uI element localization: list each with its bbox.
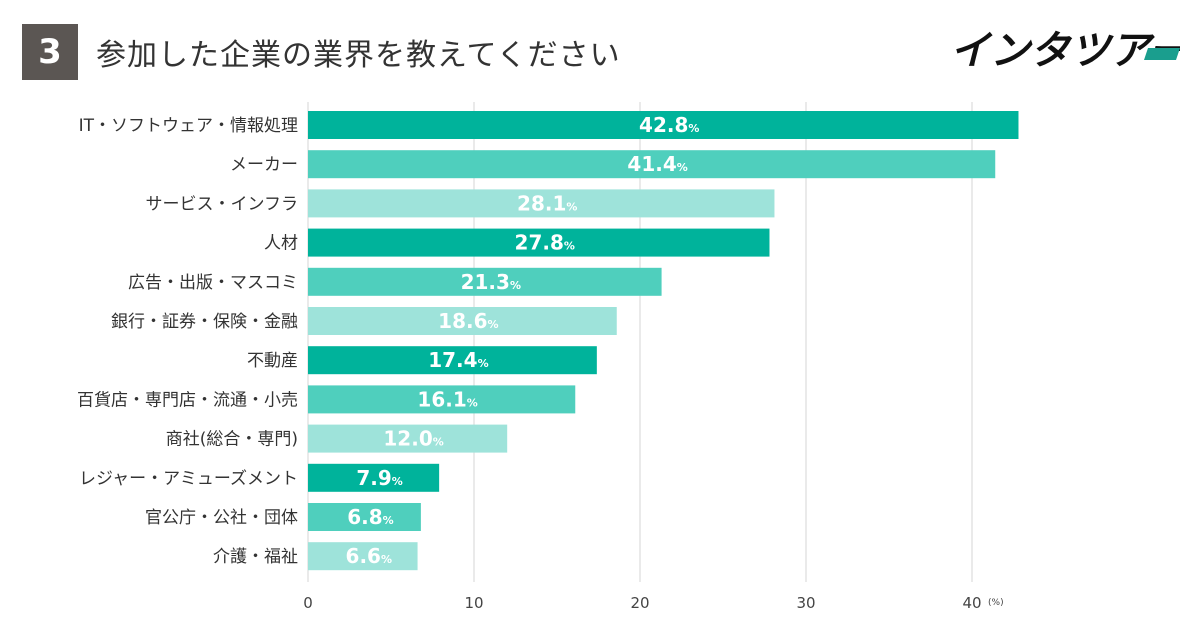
question-number-badge: 3: [22, 24, 78, 80]
value-label: 42.8%: [639, 113, 699, 137]
bar: [308, 228, 770, 257]
value-unit: %: [488, 318, 499, 331]
value-unit: %: [433, 436, 444, 449]
value-number: 6.8: [347, 505, 382, 529]
value-unit: %: [688, 122, 699, 135]
category-label: 百貨店・専門店・流通・小売: [77, 390, 298, 410]
value-label: 28.1%: [517, 191, 577, 215]
value-label: 6.6%: [346, 544, 392, 568]
value-label: 12.0%: [383, 427, 443, 451]
value-number: 42.8: [639, 113, 688, 137]
value-unit: %: [392, 475, 403, 488]
value-number: 12.0: [383, 427, 432, 451]
value-label: 16.1%: [417, 387, 477, 411]
category-label: IT・ソフトウェア・情報処理: [79, 116, 298, 136]
category-label: 商社(総合・専門): [166, 430, 298, 450]
category-label: メーカー: [230, 155, 298, 175]
x-tick-label: 20: [630, 594, 649, 612]
x-tick-label: 10: [464, 594, 483, 612]
bar: [308, 346, 597, 375]
x-tick-label: 30: [796, 594, 815, 612]
intatour-logo: インタツアー: [950, 28, 1180, 70]
value-unit: %: [381, 553, 392, 566]
bar: [308, 307, 617, 335]
category-label: 人材: [264, 234, 298, 254]
x-axis-unit-label: (%): [988, 598, 1004, 608]
value-unit: %: [564, 240, 575, 253]
bar: [308, 267, 662, 296]
value-number: 6.6: [346, 544, 381, 568]
value-unit: %: [478, 357, 489, 370]
category-label: 不動産: [247, 351, 298, 371]
value-unit: %: [467, 396, 478, 409]
bar: [308, 503, 421, 531]
value-number: 21.3: [461, 270, 510, 294]
value-label: 17.4%: [428, 348, 488, 372]
bar: [308, 150, 996, 179]
value-number: 27.8: [515, 231, 564, 255]
value-label: 18.6%: [438, 309, 498, 333]
value-unit: %: [677, 161, 688, 174]
value-number: 17.4: [428, 348, 477, 372]
category-label: 介護・福祉: [213, 547, 298, 567]
value-unit: %: [383, 514, 394, 527]
bar: [308, 189, 775, 218]
bar: [308, 385, 576, 414]
value-number: 28.1: [517, 191, 566, 215]
value-label: 21.3%: [461, 270, 521, 294]
value-number: 18.6: [438, 309, 487, 333]
x-tick-label: 0: [303, 594, 313, 612]
bar: [308, 424, 508, 453]
bar: [308, 111, 1019, 139]
page-title: 参加した企業の業界を教えてください: [96, 38, 621, 73]
bar: [308, 463, 440, 492]
value-number: 41.4: [627, 152, 676, 176]
x-tick-label: 40: [962, 594, 981, 612]
value-label: 6.8%: [347, 505, 393, 529]
category-label: レジャー・アミューズメント: [79, 469, 298, 489]
bar: [308, 542, 418, 571]
logo-accent-shape: [1144, 48, 1180, 60]
value-label: 41.4%: [627, 152, 687, 176]
header: 3 参加した企業の業界を教えてください インタツアー: [0, 0, 1200, 100]
logo-text: インタツアー: [950, 28, 1180, 70]
value-label: 27.8%: [515, 231, 575, 255]
value-number: 7.9: [356, 466, 391, 490]
value-unit: %: [566, 200, 577, 213]
category-label: 官公庁・公社・団体: [145, 508, 298, 528]
value-number: 16.1: [417, 387, 466, 411]
category-label: サービス・インフラ: [146, 194, 299, 214]
value-label: 7.9%: [356, 466, 402, 490]
value-unit: %: [510, 279, 521, 292]
category-label: 広告・出版・マスコミ: [128, 273, 298, 293]
category-label: 銀行・証券・保険・金融: [111, 312, 298, 332]
